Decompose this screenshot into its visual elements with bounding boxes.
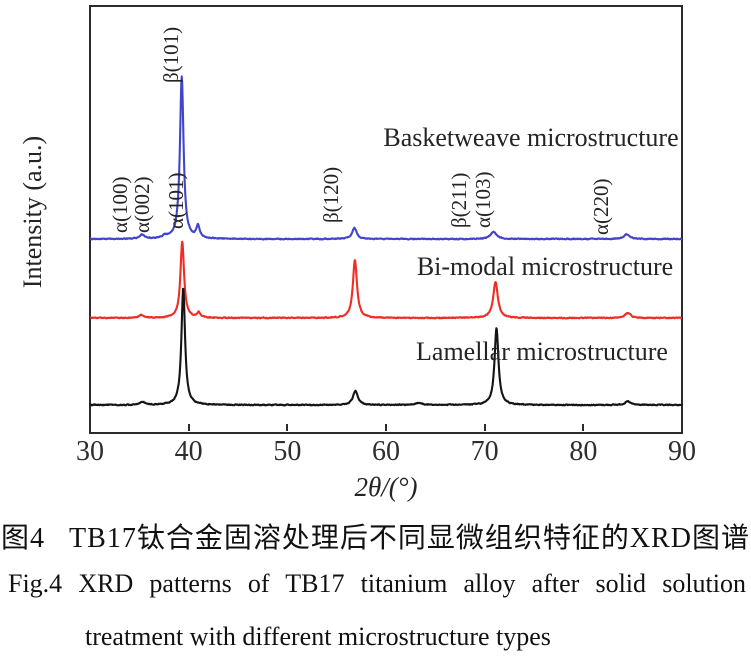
x-tick-label: 90: [668, 436, 696, 467]
x-tick-label: 40: [174, 436, 203, 467]
caption-chinese: 图4 TB17钛合金固溶处理后不同显微组织特征的XRD图谱: [1, 523, 750, 554]
xrd-curve-lamellar: [89, 287, 683, 407]
x-tick-mark: [385, 424, 387, 431]
xrd-plot-canvas: [89, 75, 683, 407]
xrd-curve-basketweave: [89, 75, 683, 241]
x-tick-mark: [681, 424, 683, 431]
series-label-lamellar: Lamellar microstructure: [416, 337, 668, 366]
x-tick-mark: [89, 424, 91, 431]
peak-label: α(103): [471, 171, 495, 229]
caption-english-line2: treatment with different microstructure …: [85, 622, 551, 651]
x-tick-mark: [286, 424, 289, 431]
y-axis-title: Intensity (a.u.): [18, 135, 47, 289]
series-label-bi-modal: Bi-modal microstructure: [416, 252, 674, 281]
xrd-curve-bi-modal: [89, 240, 683, 320]
peak-label: α(002): [130, 176, 154, 234]
x-tick-label: 70: [470, 436, 499, 467]
peak-label: α(101): [164, 172, 188, 230]
x-tick-label: 30: [76, 436, 104, 467]
x-tick-mark: [187, 424, 190, 431]
peak-label: β(120): [319, 166, 343, 223]
x-tick-mark: [483, 424, 486, 431]
x-tick-label: 60: [372, 436, 400, 467]
x-tick-label: 50: [273, 436, 302, 467]
series-label-basketweave: Basketweave microstructure: [383, 123, 679, 152]
peak-label: α(220): [589, 178, 613, 236]
peak-label: β(211): [447, 172, 471, 228]
peak-label: β(101): [159, 26, 183, 83]
x-tick-mark: [582, 424, 585, 431]
caption-english-line1: Fig.4 XRD patterns of TB17 titanium allo…: [8, 569, 746, 598]
xrd-figure: Intensity (a.u.) 2θ/(°) Basketweave micr…: [18, 5, 696, 502]
x-tick-label: 80: [569, 436, 598, 467]
peak-label: α(100): [108, 176, 132, 234]
x-axis-title: 2θ/(°): [354, 472, 418, 502]
